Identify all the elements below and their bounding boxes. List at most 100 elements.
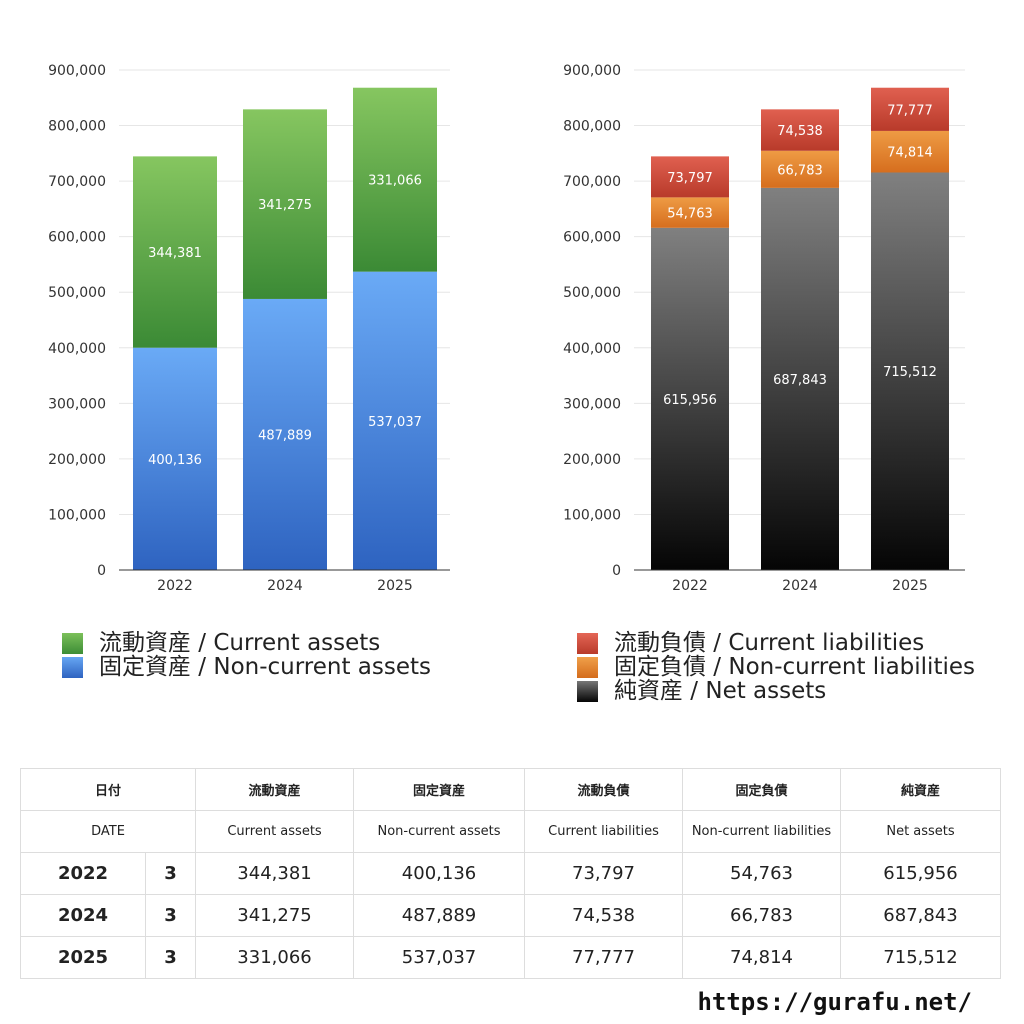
legend-item-current-assets: 流動資産 / Current assets: [62, 631, 431, 655]
cell-current-liabilities: 77,777: [524, 936, 684, 979]
y-tick-label: 400,000: [563, 341, 621, 357]
cell-year: 2022: [20, 852, 146, 895]
legend-label-non-current-assets: 固定資産 / Non-current assets: [99, 654, 432, 680]
y-tick-label: 200,000: [563, 452, 621, 468]
data-label: 77,777: [887, 103, 933, 118]
data-label: 66,783: [777, 163, 823, 178]
y-tick-label: 200,000: [48, 452, 106, 468]
data-label: 687,843: [773, 373, 827, 388]
bar-segment: [243, 298, 327, 570]
cell-net-assets: 687,843: [840, 894, 1002, 937]
header-current-assets-jp: 流動資産: [195, 768, 355, 811]
cell-net-assets: 615,956: [840, 852, 1002, 895]
bar-segment: [353, 87, 437, 272]
header-net-assets-en: Net assets: [840, 810, 1002, 853]
cell-current-assets: 344,381: [195, 852, 355, 895]
y-tick-label: 500,000: [48, 285, 106, 301]
financial-data-table: 日付 流動資産 固定資産 流動負債 固定負債 純資産 DATE Current …: [19, 768, 1002, 979]
cell-non-current-assets: 487,889: [353, 894, 526, 937]
table-row: 2025 3 331,066 537,037 77,777 74,814 715…: [20, 936, 1002, 979]
legend-item-non-current-liabilities: 固定負債 / Non-current liabilities: [577, 655, 975, 679]
table-header-row-jp: 日付 流動資産 固定資産 流動負債 固定負債 純資産: [19, 768, 1002, 811]
header-current-liabilities-en: Current liabilities: [524, 810, 684, 853]
legend-swatch-current-liabilities: [577, 632, 598, 654]
legend-label-current-assets: 流動資産 / Current assets: [99, 630, 381, 656]
bar-segment: [353, 271, 437, 570]
y-tick-label: 600,000: [48, 230, 106, 246]
bar-segment: [651, 197, 729, 228]
table-row: 2024 3 341,275 487,889 74,538 66,783 687…: [20, 894, 1002, 937]
y-tick-label: 700,000: [48, 174, 106, 190]
legend-item-non-current-assets: 固定資産 / Non-current assets: [62, 655, 431, 679]
data-label: 615,956: [663, 393, 717, 408]
table-header-row-en: DATE Current assets Non-current assets C…: [19, 810, 1002, 853]
y-tick-label: 800,000: [563, 119, 621, 135]
bar-segment: [651, 227, 729, 570]
assets-chart: 0 100,000 200,000 300,000 400,000 500,000 600,…: [48, 63, 450, 594]
bar-segment: [243, 109, 327, 299]
cell-month: 3: [144, 936, 197, 979]
bar-segment: [761, 150, 839, 188]
x-tick-label: 2022: [672, 578, 708, 594]
y-tick-label: 600,000: [563, 230, 621, 246]
cell-net-assets: 715,512: [840, 936, 1002, 979]
legend-label-net-assets: 純資産 / Net assets: [614, 678, 827, 704]
y-tick-label: 0: [612, 563, 621, 579]
y-tick-label: 300,000: [48, 396, 106, 412]
data-label: 400,136: [148, 453, 202, 468]
cell-non-current-liabilities: 74,814: [682, 936, 842, 979]
data-label: 74,538: [777, 124, 823, 139]
legend-label-current-liabilities: 流動負債 / Current liabilities: [614, 630, 925, 656]
y-tick-label: 300,000: [563, 396, 621, 412]
y-tick-label: 400,000: [48, 341, 106, 357]
header-non-current-liabilities-jp: 固定負債: [682, 768, 842, 811]
data-label: 73,797: [667, 171, 713, 186]
cell-current-assets: 331,066: [195, 936, 355, 979]
data-label: 487,889: [258, 428, 312, 443]
legend-swatch-non-current-assets: [62, 656, 83, 678]
bar-segment: [761, 109, 839, 151]
legend-item-current-liabilities: 流動負債 / Current liabilities: [577, 631, 975, 655]
bar-segment: [133, 347, 217, 570]
legend-swatch-current-assets: [62, 632, 83, 654]
y-tick-label: 900,000: [563, 63, 621, 79]
header-non-current-liabilities-en: Non-current liabilities: [682, 810, 842, 853]
legend-swatch-net-assets: [577, 680, 598, 702]
y-tick-label: 0: [97, 563, 106, 579]
data-label: 54,763: [667, 207, 713, 222]
header-date-en: DATE: [19, 810, 197, 853]
x-tick-label: 2024: [267, 578, 303, 594]
cell-current-liabilities: 74,538: [524, 894, 684, 937]
legend-swatch-non-current-liabilities: [577, 656, 598, 678]
header-current-assets-en: Current assets: [195, 810, 355, 853]
data-label: 74,814: [887, 146, 933, 161]
bar-segment: [871, 130, 949, 173]
data-label: 341,275: [258, 198, 312, 213]
data-label: 344,381: [148, 246, 202, 261]
header-current-liabilities-jp: 流動負債: [524, 768, 684, 811]
bar-segment: [871, 172, 949, 570]
y-tick-label: 900,000: [48, 63, 106, 79]
cell-month: 3: [144, 852, 197, 895]
header-non-current-assets-en: Non-current assets: [353, 810, 526, 853]
y-tick-label: 100,000: [563, 507, 621, 523]
data-label: 715,512: [883, 365, 937, 380]
bar-segment: [761, 187, 839, 571]
cell-year: 2024: [20, 894, 146, 937]
header-net-assets-jp: 純資産: [840, 768, 1002, 811]
y-tick-label: 100,000: [48, 507, 106, 523]
liabilities-chart: 0 100,000 200,000 300,000 400,000 500,000 600,…: [563, 63, 965, 594]
cell-current-liabilities: 73,797: [524, 852, 684, 895]
site-url[interactable]: https://gurafu.net/: [697, 988, 972, 1016]
table-row: 2022 3 344,381 400,136 73,797 54,763 615…: [20, 852, 1002, 895]
x-tick-label: 2022: [157, 578, 193, 594]
cell-current-assets: 341,275: [195, 894, 355, 937]
cell-non-current-liabilities: 66,783: [682, 894, 842, 937]
data-label: 331,066: [368, 174, 422, 189]
cell-year: 2025: [20, 936, 146, 979]
liabilities-legend: 流動負債 / Current liabilities 固定負債 / Non-cu…: [577, 631, 975, 703]
cell-month: 3: [144, 894, 197, 937]
cell-non-current-liabilities: 54,763: [682, 852, 842, 895]
legend-label-non-current-liabilities: 固定負債 / Non-current liabilities: [614, 654, 975, 680]
data-label: 537,037: [368, 415, 422, 430]
